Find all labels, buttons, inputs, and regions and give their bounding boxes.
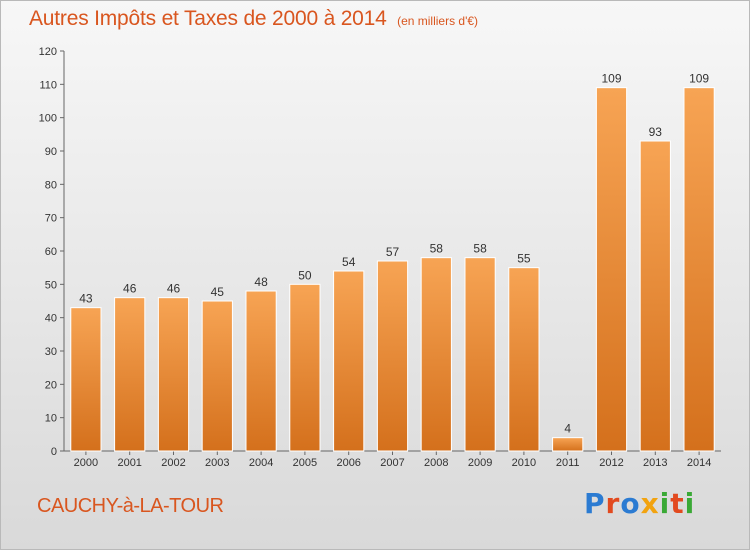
- y-tick-label: 30: [45, 346, 57, 358]
- bar-2007: [376, 260, 409, 452]
- x-tick-label: 2010: [512, 457, 536, 469]
- y-tick-label: 80: [45, 179, 57, 191]
- y-tick-label: 0: [51, 446, 57, 458]
- bar-2009: [464, 257, 496, 452]
- bars: [70, 87, 715, 452]
- commune-name: CAUCHY-à-LA-TOUR: [37, 495, 224, 517]
- logo-letter: i: [659, 487, 671, 520]
- logo-letter: o: [620, 487, 641, 520]
- x-tick-label: 2012: [599, 457, 623, 469]
- x-tick-label: 2003: [205, 457, 229, 469]
- bar-2008: [420, 257, 452, 452]
- data-label-2004: 48: [254, 275, 268, 289]
- bar-2012: [595, 87, 628, 452]
- bar-2011: [552, 437, 584, 452]
- bar-2001: [114, 297, 146, 452]
- y-tick-label: 120: [39, 46, 57, 58]
- x-tick-label: 2008: [424, 457, 448, 469]
- data-label-2010: 55: [517, 252, 531, 266]
- data-labels: 43 46 46 45 48 50 54 57 58 58 55 4 109 93 109: [79, 72, 709, 436]
- y-tick-label: 10: [45, 413, 57, 425]
- data-label-2003: 45: [211, 285, 225, 299]
- data-label-2007: 57: [386, 245, 400, 259]
- x-tick-label: 2013: [643, 457, 667, 469]
- x-tick-label: 2011: [556, 457, 580, 469]
- y-tick-label: 50: [45, 279, 57, 291]
- data-label-2008: 58: [430, 242, 444, 256]
- logo-letter: x: [640, 487, 660, 520]
- bar-2014: [683, 87, 715, 452]
- chart-subtitle: (en milliers d'€): [397, 14, 479, 28]
- proxiti-logo: Proxiti: [584, 487, 695, 520]
- x-tick-label: 2004: [249, 457, 273, 469]
- bar-2002: [157, 297, 190, 452]
- x-tick-label: 2006: [336, 457, 360, 469]
- bar-2003: [201, 300, 233, 452]
- x-tick-label: 2000: [74, 457, 98, 469]
- data-label-2001: 46: [123, 282, 137, 296]
- logo-letter: t: [670, 487, 685, 520]
- data-label-2011: 4: [564, 422, 571, 436]
- x-tick-label: 2002: [161, 457, 185, 469]
- bar-2004: [245, 290, 277, 452]
- data-label-2014: 109: [689, 72, 709, 86]
- y-tick-label: 20: [45, 379, 57, 391]
- chart-title: Autres Impôts et Taxes de 2000 à 2014: [29, 7, 387, 30]
- y-axis: 0 10 20 30 40 50 60 70 80 90 100 110 120: [39, 46, 65, 458]
- x-tick-label: 2014: [687, 457, 711, 469]
- data-label-2000: 43: [79, 292, 93, 306]
- logo-letter: i: [684, 487, 696, 520]
- data-label-2006: 54: [342, 255, 356, 269]
- chart-title-block: Autres Impôts et Taxes de 2000 à 2014 (e…: [29, 7, 478, 31]
- y-tick-label: 40: [45, 313, 57, 325]
- x-axis: 2000 2001 2002 2003 2004 2005 2006 2007 2008 2009…: [64, 450, 721, 469]
- data-label-2005: 50: [298, 268, 312, 282]
- data-label-2009: 58: [473, 242, 487, 256]
- y-tick-label: 110: [39, 79, 57, 91]
- bar-2006: [333, 270, 365, 452]
- bar-2010: [508, 267, 540, 452]
- y-tick-label: 100: [39, 113, 57, 125]
- y-tick-label: 90: [45, 146, 57, 158]
- data-label-2013: 93: [649, 125, 663, 139]
- x-tick-label: 2009: [468, 457, 492, 469]
- logo-letter: r: [605, 487, 621, 520]
- x-tick-label: 2007: [380, 457, 404, 469]
- bar-2013: [639, 140, 671, 452]
- data-label-2002: 46: [167, 282, 181, 296]
- x-tick-label: 2005: [293, 457, 317, 469]
- y-tick-label: 70: [45, 213, 57, 225]
- x-tick-label: 2001: [117, 457, 141, 469]
- logo-letter: P: [584, 487, 606, 520]
- y-tick-label: 60: [45, 246, 57, 258]
- bar-2005: [289, 283, 321, 452]
- data-label-2012: 109: [601, 72, 621, 86]
- bar-2000: [70, 307, 102, 452]
